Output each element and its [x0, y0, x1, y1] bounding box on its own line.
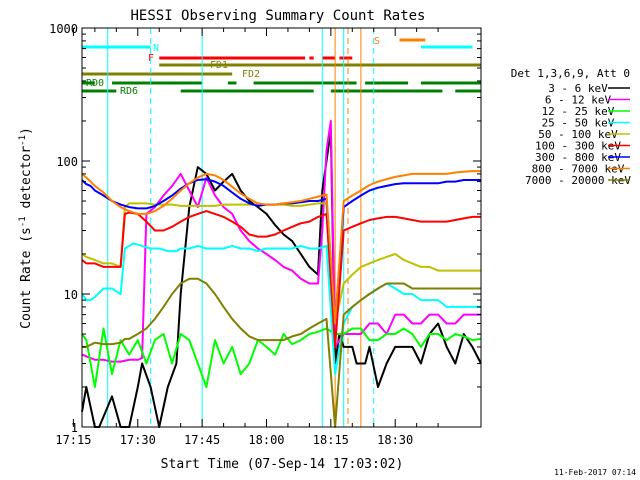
y-axis-label-sup2: -1 — [18, 135, 28, 146]
event-lines — [107, 28, 375, 427]
x-tick-label-2: 17:45 — [184, 433, 220, 447]
chart-title: HESSI Observing Summary Count Rates — [130, 8, 425, 24]
legend-label-7: 800 - 7000 keV — [532, 163, 625, 176]
x-tick-label-1: 17:30 — [120, 433, 156, 447]
series-line-0 — [81, 129, 482, 428]
y-tick-label-2: 100 — [56, 155, 78, 169]
series-line-8 — [82, 277, 481, 428]
series-line-5 — [81, 210, 481, 348]
flag-label-s: S — [374, 36, 380, 47]
plot-frame — [81, 27, 482, 428]
flag-label-rd0: RD0 — [86, 78, 104, 89]
flag-bars: NFSFD1FD2RD0RD6 — [82, 36, 481, 97]
x-tick-label-4: 18:15 — [313, 433, 349, 447]
flag-label-rd6: RD6 — [120, 86, 138, 97]
y-axis: 1 10 100 1000 — [49, 22, 481, 435]
series-line-1 — [81, 120, 481, 363]
legend-label-3: 25 - 50 keV — [542, 117, 615, 130]
x-tick-label-3: 18:00 — [248, 433, 284, 447]
series-line-6 — [81, 178, 481, 325]
flag-label-fd2: FD2 — [242, 69, 260, 80]
y-tick-label-3: 1000 — [49, 22, 78, 36]
timestamp: 11-Feb-2017 07:14 — [554, 468, 636, 477]
x-axis-label: Start Time (07-Sep-14 17:03:02) — [161, 457, 404, 472]
series-line-3 — [81, 242, 481, 376]
series-line-7 — [81, 170, 481, 325]
x-tick-label-5: 18:30 — [377, 433, 413, 447]
legend-label-4: 50 - 100 keV — [538, 128, 618, 141]
y-axis-label-main: Count Rate (s — [19, 227, 34, 329]
legend-label-6: 300 - 800 keV — [535, 151, 621, 164]
y-axis-label-mid: detector — [19, 146, 34, 217]
flag-label-fd1: FD1 — [210, 60, 228, 71]
legend-header: Det 1,3,6,9, Att 0 — [511, 67, 630, 80]
flag-label-n: N — [153, 43, 159, 54]
y-tick-label-0: 1 — [71, 421, 78, 435]
data-series — [81, 120, 482, 428]
legend-label-8: 7000 - 20000 keV — [525, 174, 631, 187]
x-tick-label-0: 17:15 — [55, 433, 91, 447]
x-axis: 17:15 17:30 17:45 18:00 18:15 18:30 — [55, 28, 439, 447]
series-line-2 — [81, 327, 482, 388]
y-axis-label-end: ) — [19, 127, 34, 135]
legend-label-0: 3 - 6 keV — [548, 82, 608, 95]
y-tick-label-1: 10 — [64, 288, 78, 302]
legend-label-1: 6 - 12 keV — [545, 94, 612, 107]
y-axis-label: Count Rate (s-1 detector-1) — [18, 127, 34, 329]
y-axis-label-sup1: -1 — [18, 216, 28, 227]
legend-label-5: 100 - 300 keV — [535, 140, 621, 153]
legend-label-2: 12 - 25 keV — [542, 105, 615, 118]
